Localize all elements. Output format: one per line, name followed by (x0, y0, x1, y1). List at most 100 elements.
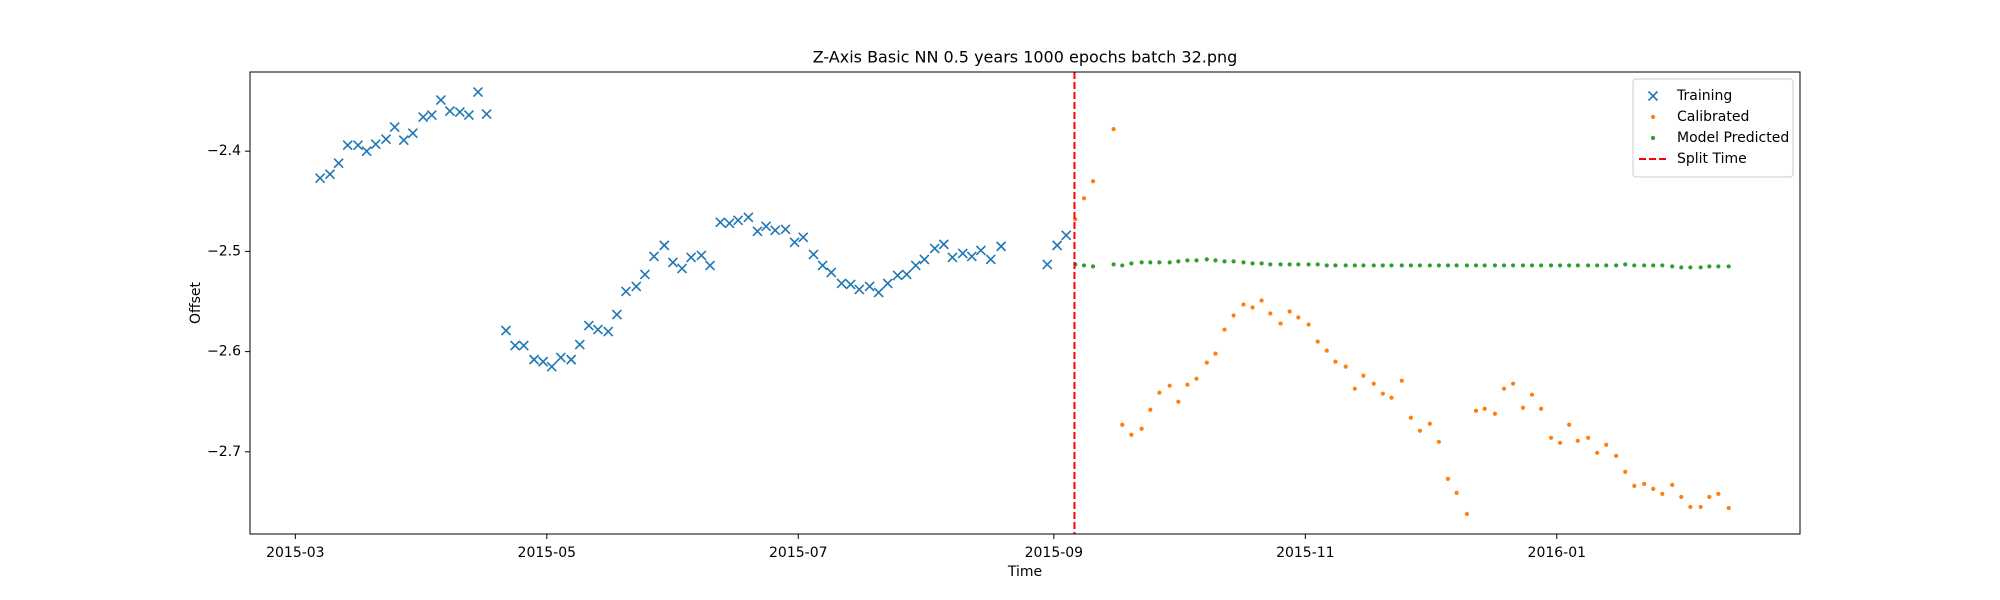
data-point (324, 169, 336, 180)
data-point (1660, 491, 1665, 497)
data-point (1501, 386, 1507, 391)
data-point (1371, 381, 1376, 386)
data-point (574, 339, 585, 350)
data-point (1176, 259, 1181, 264)
data-point (919, 254, 930, 265)
data-point (1213, 258, 1218, 263)
data-point (1278, 321, 1283, 326)
data-point (1482, 406, 1487, 411)
data-point (845, 279, 856, 290)
data-point (342, 140, 353, 151)
data-point (639, 269, 650, 280)
data-point (1296, 315, 1301, 320)
data-point (1520, 263, 1526, 268)
data-point (1194, 258, 1199, 263)
data-point (1408, 415, 1413, 420)
legend-label: Training (1676, 88, 1732, 104)
data-point (1567, 422, 1572, 427)
data-point (603, 326, 614, 337)
data-point (1445, 476, 1451, 481)
data-point (1157, 390, 1162, 395)
data-point (1399, 263, 1404, 268)
data-point (789, 237, 800, 248)
data-point (1632, 483, 1637, 488)
data-point (1081, 196, 1087, 201)
data-point (555, 352, 566, 363)
data-point (566, 354, 577, 365)
data-point (1445, 263, 1451, 268)
data-point (873, 287, 884, 298)
data-point (1148, 260, 1153, 265)
data-point (938, 239, 949, 250)
data-point (1111, 127, 1116, 132)
data-point (1315, 262, 1320, 267)
data-point (1529, 392, 1535, 397)
data-point (1333, 263, 1338, 268)
data-point (659, 240, 670, 251)
data-point (1352, 386, 1357, 391)
data-point (1120, 263, 1125, 268)
data-point (463, 110, 474, 121)
data-point (518, 340, 529, 351)
data-point (724, 218, 735, 229)
data-point (929, 243, 940, 254)
data-point (1679, 494, 1684, 500)
data-point (1707, 494, 1712, 500)
data-point (1120, 422, 1125, 427)
data-point (1389, 263, 1394, 268)
data-point (826, 267, 837, 278)
data-point (380, 134, 392, 145)
data-point (1139, 426, 1144, 431)
data-point (733, 215, 744, 226)
x-tick-label: 2016-01 (1528, 545, 1587, 561)
data-point (1698, 265, 1703, 270)
data-point (798, 232, 809, 243)
data-point (1371, 263, 1376, 268)
data-point (1501, 263, 1507, 268)
data-point (1679, 265, 1684, 270)
data-point (1716, 491, 1721, 497)
data-point (1268, 311, 1273, 316)
data-point (500, 325, 512, 336)
chart-title: Z-Axis Basic NN 0.5 years 1000 epochs ba… (813, 48, 1238, 67)
data-point (1081, 263, 1087, 268)
x-tick-label: 2015-09 (1025, 545, 1084, 561)
data-point (1473, 263, 1479, 268)
data-point (1595, 263, 1600, 268)
data-point (1623, 469, 1628, 474)
data-point (1185, 382, 1190, 387)
data-point (1278, 262, 1283, 267)
data-point (667, 257, 679, 268)
data-point (1231, 259, 1236, 264)
data-point (481, 109, 492, 120)
data-point (1464, 263, 1470, 268)
data-point (1651, 263, 1656, 268)
data-point (1651, 486, 1656, 492)
data-point (836, 278, 847, 289)
data-point (1090, 179, 1096, 184)
data-point (1061, 230, 1072, 241)
data-point (1539, 263, 1544, 268)
data-point (1194, 376, 1199, 381)
data-point (985, 254, 996, 265)
y-tick-label: −2.4 (207, 143, 241, 159)
data-point (1586, 435, 1591, 440)
data-point (333, 158, 344, 169)
data-point (1287, 262, 1292, 267)
data-point (1042, 259, 1053, 270)
data-point (817, 260, 828, 271)
x-tick-label: 2015-11 (1276, 545, 1335, 561)
data-point (1148, 407, 1153, 412)
data-point (1241, 260, 1246, 265)
data-point (620, 286, 632, 297)
data-point (686, 252, 697, 263)
data-point (1614, 263, 1619, 268)
data-point (966, 251, 977, 262)
data-point (648, 251, 660, 262)
data-point (1510, 263, 1516, 268)
data-point (1529, 263, 1535, 268)
data-point (611, 309, 622, 320)
data-point (1688, 504, 1693, 510)
data-point (1399, 378, 1404, 383)
